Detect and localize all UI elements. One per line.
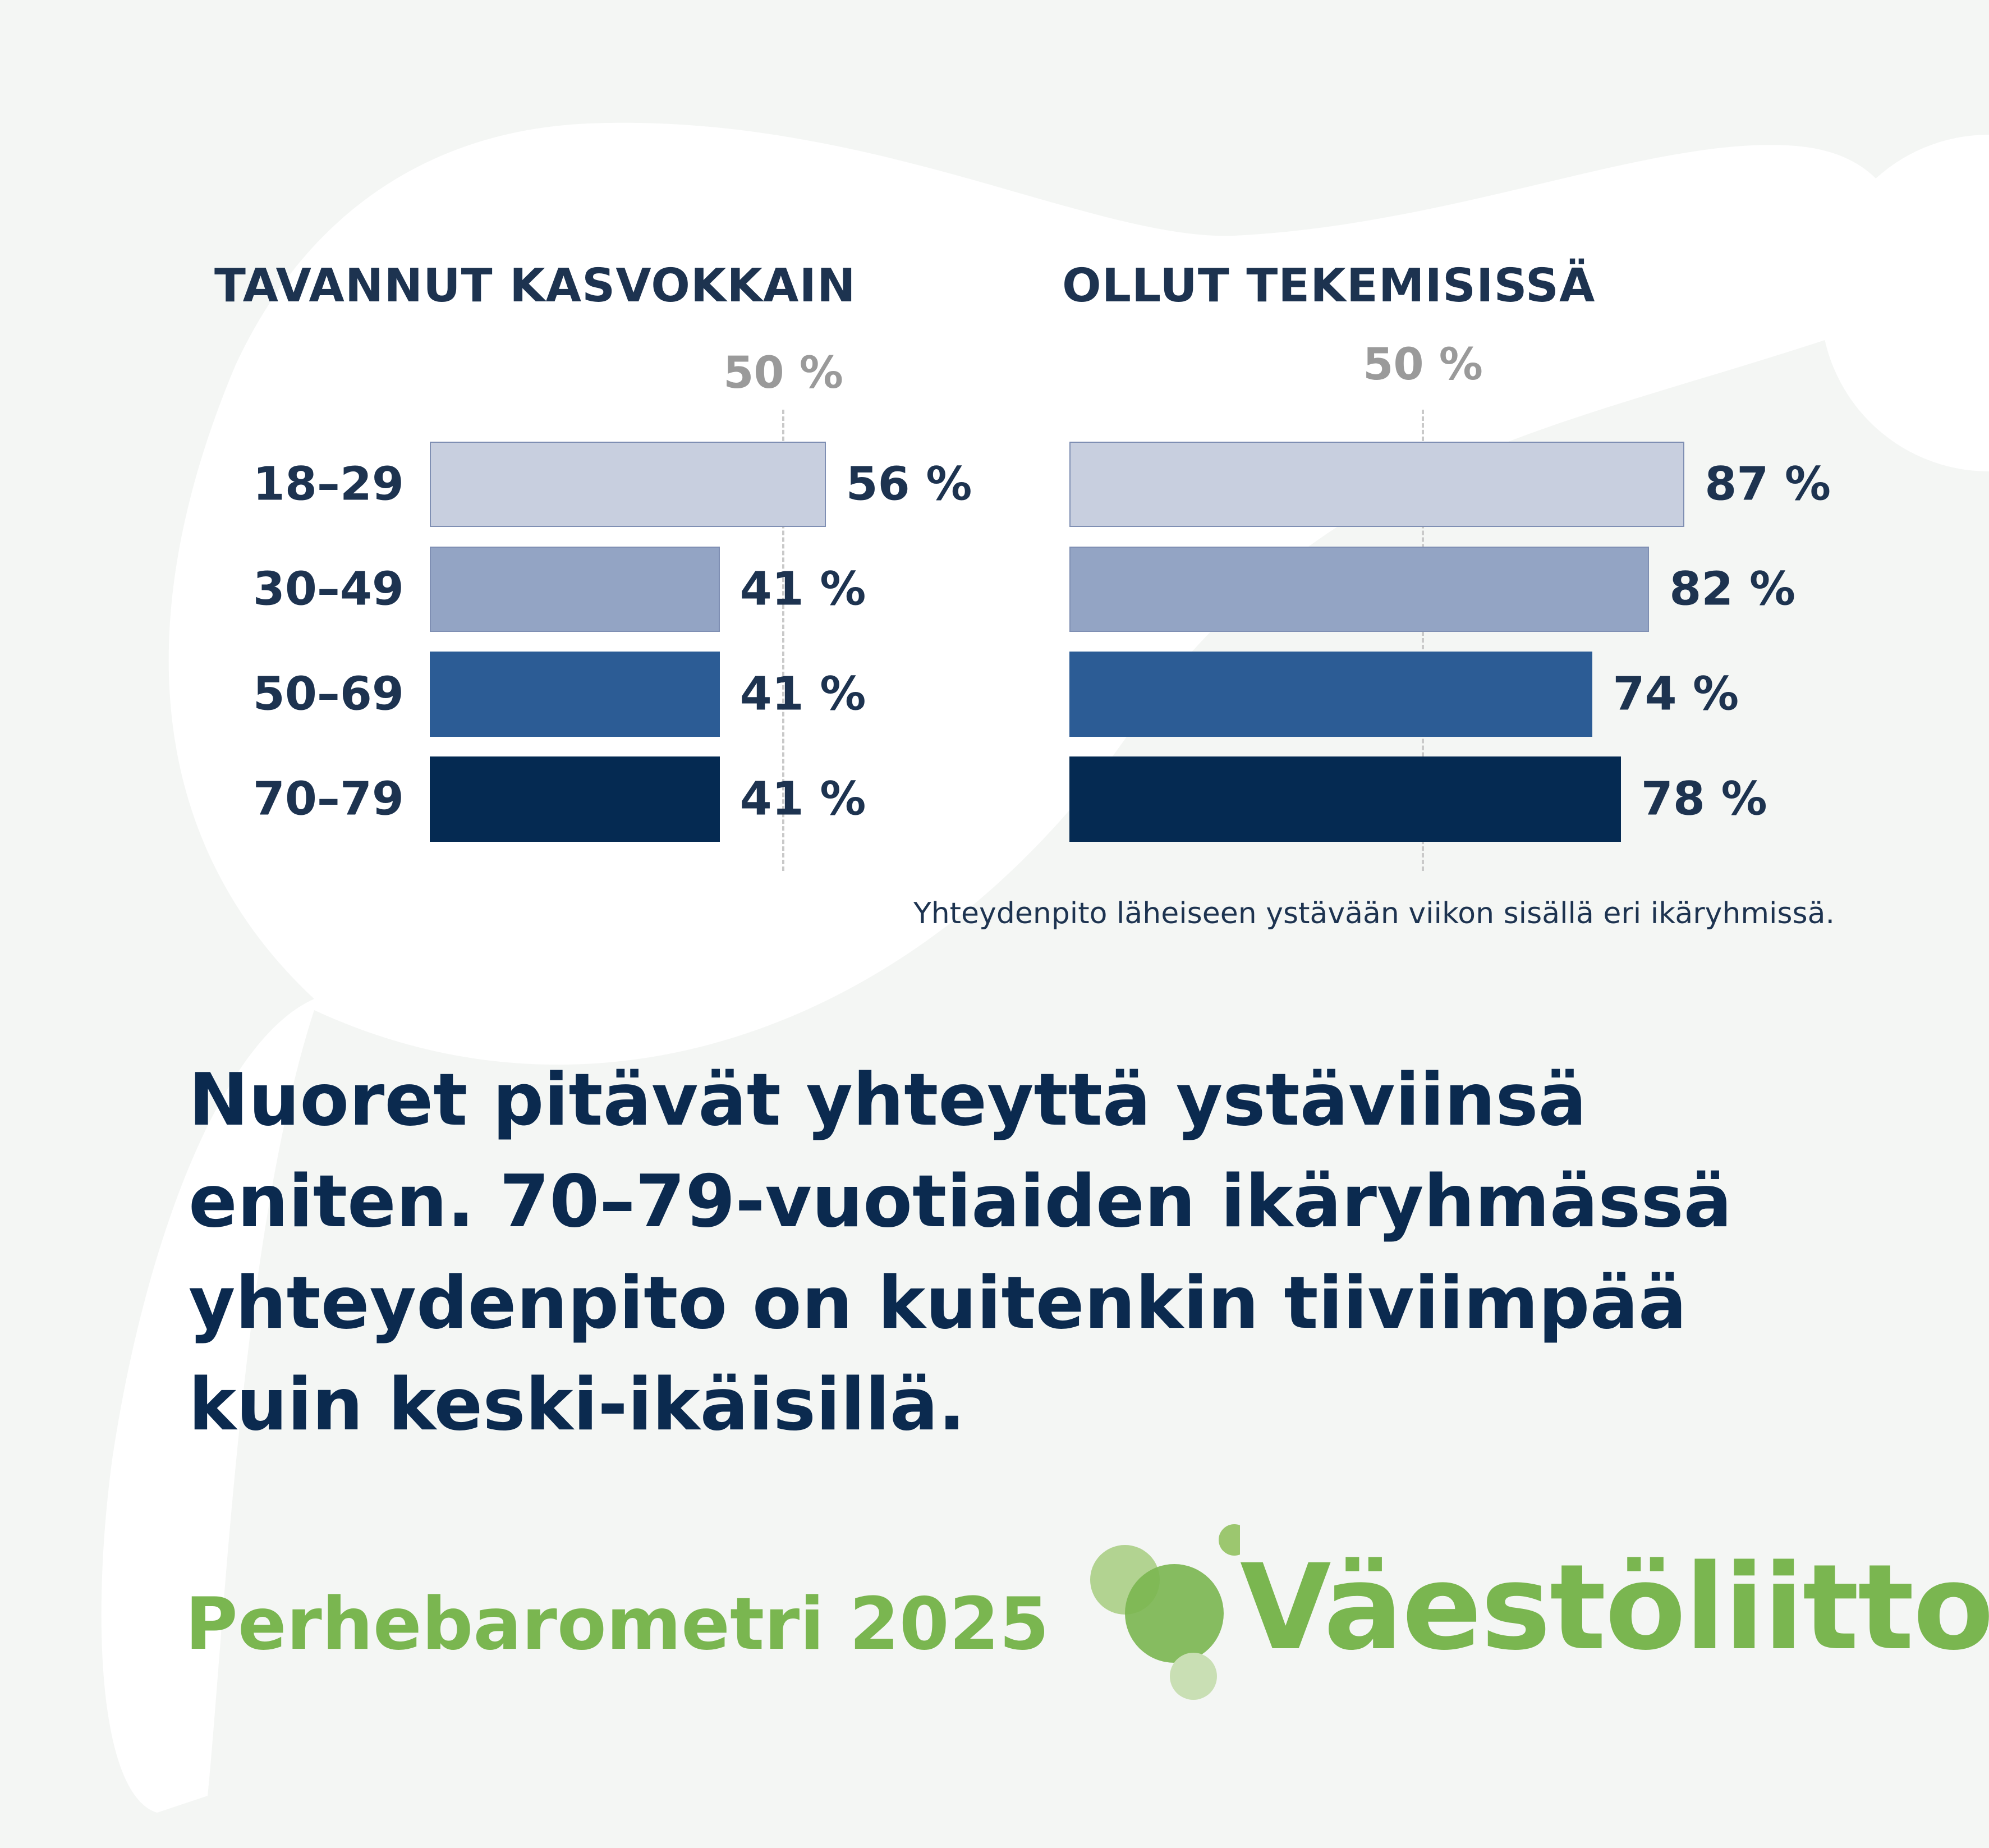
value-label: 82 % xyxy=(1669,562,1796,616)
category-label: 50–69 xyxy=(252,667,404,721)
bar-70–79 xyxy=(430,756,720,842)
category-label: 18–29 xyxy=(252,457,404,511)
value-label: 41 % xyxy=(739,562,866,616)
bar-18–29 xyxy=(430,442,826,527)
reference-label: 50 % xyxy=(1363,340,1483,390)
bar-70–79 xyxy=(1069,756,1621,842)
vaestoliitto-logo: Väestöliitto xyxy=(1083,1515,1989,1712)
category-label: 30–49 xyxy=(252,562,404,616)
reference-line xyxy=(1422,410,1424,871)
source-label: Perhebarometri 2025 xyxy=(185,1583,1049,1666)
bar-30–49 xyxy=(1069,547,1650,632)
headline: Nuoret pitävät yhteyttä ystäviinsä enite… xyxy=(189,1058,1732,1447)
value-label: 87 % xyxy=(1705,457,1831,511)
chart-title-right: OLLUT TEKEMISISSÄ xyxy=(1062,259,1596,313)
value-label: 56 % xyxy=(846,457,972,511)
value-label: 74 % xyxy=(1613,667,1739,721)
bar-50–69 xyxy=(1069,652,1593,737)
reference-label: 50 % xyxy=(723,348,843,398)
reference-line xyxy=(782,410,784,871)
bar-50–69 xyxy=(430,652,720,737)
bar-18–29 xyxy=(1069,442,1685,527)
logo-bubbles-icon xyxy=(1090,1524,1240,1700)
value-label: 41 % xyxy=(739,772,866,826)
bar-30–49 xyxy=(430,547,720,632)
chart-title-left: TAVANNUT KASVOKKAIN xyxy=(214,259,856,313)
value-label: 78 % xyxy=(1641,772,1767,826)
category-label: 70–79 xyxy=(252,772,404,826)
value-label: 41 % xyxy=(739,667,866,721)
chart-note: Yhteydenpito läheiseen ystävään viikon s… xyxy=(913,897,1835,930)
logo-wordmark: Väestöliitto xyxy=(1240,1539,1989,1676)
